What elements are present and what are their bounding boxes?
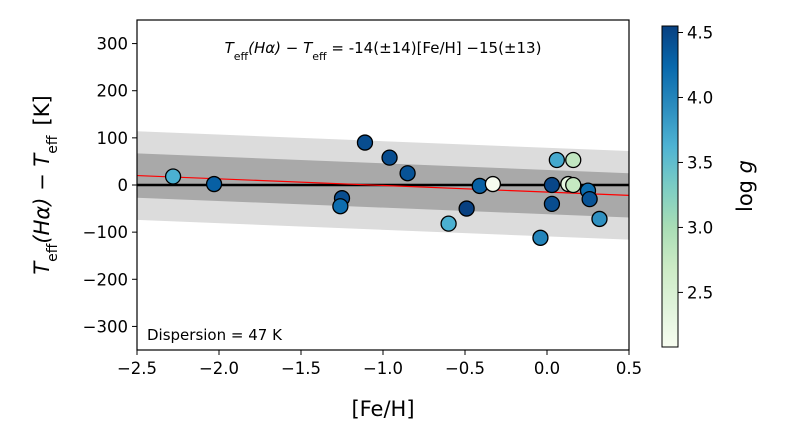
x-tick-label: 0.5 [616, 359, 642, 378]
x-tick-label: −2.5 [117, 359, 157, 378]
x-axis-ticks: −2.5 −2.0 −1.5 −1.0 −0.5 0.0 0.5 [117, 350, 642, 378]
data-point-2 [205, 175, 223, 193]
data-point-8 [440, 215, 457, 232]
plot-area [137, 131, 629, 246]
data-point-15 [548, 151, 565, 169]
colorbar: 2.5 3.0 3.5 4.0 4.5 log g [661, 23, 757, 348]
x-tick-label: −2.0 [199, 359, 239, 378]
y-tick-label: 0 [118, 176, 129, 195]
data-point-14 [543, 195, 561, 213]
x-tick-label: −1.0 [363, 359, 403, 378]
colorbar-label: log g [733, 160, 757, 212]
x-tick-label: −1.5 [281, 359, 321, 378]
y-axis-label: Teff(Hα) − Teff[K] [30, 95, 61, 274]
data-point-12 [532, 229, 549, 246]
data-point-5 [356, 134, 374, 151]
data-point-7 [399, 165, 416, 182]
y-axis-ticks: −300 −200 −100 0 100 200 300 [83, 35, 137, 336]
colorbar-ticks: 2.5 3.0 3.5 4.0 4.5 [678, 23, 713, 302]
data-point-11 [484, 175, 502, 193]
fit-equation-annotation: Teff(Hα) − Teff = -14(±14)[Fe/H] −15(±13… [225, 39, 542, 63]
y-tick-label: −100 [83, 223, 128, 242]
data-point-4 [332, 198, 349, 215]
data-point-21 [591, 210, 608, 228]
data-point-17 [565, 151, 582, 169]
data-point-18 [565, 176, 582, 194]
x-tick-label: 0.0 [534, 359, 560, 378]
data-point-20 [581, 190, 598, 208]
dispersion-annotation: Dispersion = 47 K [147, 326, 283, 344]
y-tick-label: −300 [83, 317, 128, 336]
colorbar-tick-label: 3.5 [687, 153, 713, 172]
colorbar-tick-label: 2.5 [687, 283, 713, 302]
colorbar-tick-label: 4.0 [687, 88, 713, 107]
data-point-6 [381, 149, 398, 166]
data-point-9 [458, 200, 475, 217]
data-point-1 [164, 168, 182, 185]
y-tick-label: 100 [97, 129, 129, 148]
y-tick-label: 200 [97, 82, 129, 101]
y-tick-label: 300 [97, 35, 129, 54]
colorbar-tick-label: 4.5 [687, 23, 713, 42]
data-points [164, 134, 608, 246]
colorbar-tick-label: 3.0 [687, 218, 713, 237]
x-axis-label: [Fe/H] [351, 397, 414, 421]
x-tick-label: −0.5 [445, 359, 485, 378]
data-point-13 [543, 176, 561, 194]
y-tick-label: −200 [83, 270, 128, 289]
colorbar-gradient [661, 25, 679, 348]
